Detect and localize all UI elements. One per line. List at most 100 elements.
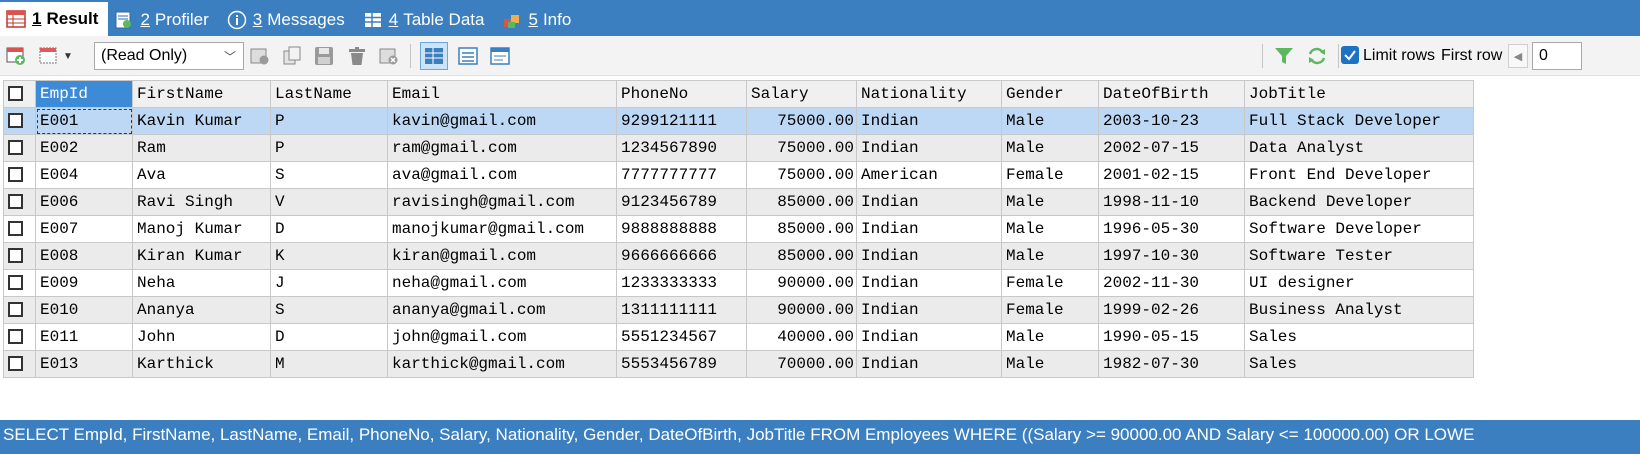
cell-lastname[interactable]: M — [270, 350, 388, 378]
filter-button[interactable] — [1272, 44, 1296, 68]
cell-dateofbirth[interactable]: 1996-05-30 — [1098, 215, 1245, 243]
column-header-dateofbirth[interactable]: DateOfBirth — [1098, 80, 1245, 108]
cell-email[interactable]: ram@gmail.com — [387, 134, 617, 162]
cell-nationality[interactable]: American — [856, 161, 1002, 189]
cell-phoneno[interactable]: 5551234567 — [616, 323, 747, 351]
cell-dateofbirth[interactable]: 2001-02-15 — [1098, 161, 1245, 189]
previous-page-button[interactable]: ◀ — [1508, 44, 1528, 68]
cell-nationality[interactable]: Indian — [856, 242, 1002, 270]
cell-email[interactable]: john@gmail.com — [387, 323, 617, 351]
cell-dateofbirth[interactable]: 1998-11-10 — [1098, 188, 1245, 216]
cell-empid[interactable]: E009 — [35, 269, 133, 297]
cell-empid[interactable]: E008 — [35, 242, 133, 270]
cell-salary[interactable]: 70000.00 — [746, 350, 857, 378]
tab-messages[interactable]: 3 Messages — [221, 3, 357, 36]
cell-lastname[interactable]: P — [270, 107, 388, 135]
cell-lastname[interactable]: P — [270, 134, 388, 162]
cell-email[interactable]: ravisingh@gmail.com — [387, 188, 617, 216]
row-select-checkbox[interactable] — [3, 161, 36, 189]
column-header-phoneno[interactable]: PhoneNo — [616, 80, 747, 108]
cell-salary[interactable]: 75000.00 — [746, 134, 857, 162]
cell-nationality[interactable]: Indian — [856, 188, 1002, 216]
cell-empid[interactable]: E013 — [35, 350, 133, 378]
cell-dateofbirth[interactable]: 1982-07-30 — [1098, 350, 1245, 378]
cell-firstname[interactable]: Karthick — [132, 350, 271, 378]
cell-salary[interactable]: 85000.00 — [746, 242, 857, 270]
cell-empid[interactable]: E007 — [35, 215, 133, 243]
cell-empid[interactable]: E002 — [35, 134, 133, 162]
row-select-checkbox[interactable] — [3, 242, 36, 270]
cell-jobtitle[interactable]: Sales — [1244, 323, 1474, 351]
cell-phoneno[interactable]: 5553456789 — [616, 350, 747, 378]
tab-info[interactable]: 5 Info — [496, 3, 583, 36]
cell-lastname[interactable]: D — [270, 215, 388, 243]
cell-salary[interactable]: 40000.00 — [746, 323, 857, 351]
cell-gender[interactable]: Male — [1001, 107, 1099, 135]
cell-jobtitle[interactable]: Data Analyst — [1244, 134, 1474, 162]
limit-rows-checkbox[interactable] — [1341, 46, 1359, 64]
cell-email[interactable]: ava@gmail.com — [387, 161, 617, 189]
cell-jobtitle[interactable]: UI designer — [1244, 269, 1474, 297]
cell-nationality[interactable]: Indian — [856, 350, 1002, 378]
select-all-checkbox[interactable] — [3, 80, 36, 108]
cell-gender[interactable]: Female — [1001, 296, 1099, 324]
column-header-email[interactable]: Email — [387, 80, 617, 108]
cell-lastname[interactable]: K — [270, 242, 388, 270]
cell-salary[interactable]: 75000.00 — [746, 107, 857, 135]
row-select-checkbox[interactable] — [3, 350, 36, 378]
cell-salary[interactable]: 90000.00 — [746, 269, 857, 297]
cell-gender[interactable]: Male — [1001, 134, 1099, 162]
cell-nationality[interactable]: Indian — [856, 323, 1002, 351]
cell-gender[interactable]: Male — [1001, 215, 1099, 243]
cell-empid[interactable]: E011 — [35, 323, 133, 351]
cell-jobtitle[interactable]: Software Tester — [1244, 242, 1474, 270]
cell-phoneno[interactable]: 9123456789 — [616, 188, 747, 216]
cell-email[interactable]: karthick@gmail.com — [387, 350, 617, 378]
cell-nationality[interactable]: Indian — [856, 134, 1002, 162]
row-select-checkbox[interactable] — [3, 215, 36, 243]
cell-gender[interactable]: Female — [1001, 161, 1099, 189]
cell-salary[interactable]: 75000.00 — [746, 161, 857, 189]
cell-phoneno[interactable]: 9299121111 — [616, 107, 747, 135]
row-select-checkbox[interactable] — [3, 134, 36, 162]
text-view-toggle[interactable] — [488, 44, 512, 68]
cell-firstname[interactable]: John — [132, 323, 271, 351]
column-header-salary[interactable]: Salary — [746, 80, 857, 108]
duplicate-record-button[interactable] — [280, 44, 304, 68]
cell-dateofbirth[interactable]: 1999-02-26 — [1098, 296, 1245, 324]
cell-jobtitle[interactable]: Backend Developer — [1244, 188, 1474, 216]
cell-firstname[interactable]: Ravi Singh — [132, 188, 271, 216]
cell-firstname[interactable]: Kavin Kumar — [132, 107, 271, 135]
row-select-checkbox[interactable] — [3, 269, 36, 297]
cell-salary[interactable]: 85000.00 — [746, 188, 857, 216]
cell-dateofbirth[interactable]: 2002-11-30 — [1098, 269, 1245, 297]
cell-jobtitle[interactable]: Front End Developer — [1244, 161, 1474, 189]
cell-empid[interactable]: E004 — [35, 161, 133, 189]
cell-nationality[interactable]: Indian — [856, 107, 1002, 135]
cell-email[interactable]: ananya@gmail.com — [387, 296, 617, 324]
cell-empid[interactable]: E001 — [35, 107, 133, 135]
tab-table-data[interactable]: 4 Table Data — [357, 3, 497, 36]
cell-lastname[interactable]: D — [270, 323, 388, 351]
cell-nationality[interactable]: Indian — [856, 269, 1002, 297]
cell-empid[interactable]: E006 — [35, 188, 133, 216]
cell-phoneno[interactable]: 9888888888 — [616, 215, 747, 243]
access-mode-select[interactable]: (Read Only) ﹀ — [94, 42, 244, 70]
grid-view-toggle[interactable] — [420, 42, 448, 70]
cell-nationality[interactable]: Indian — [856, 215, 1002, 243]
cell-lastname[interactable]: S — [270, 296, 388, 324]
delete-button[interactable] — [345, 44, 369, 68]
refresh-button[interactable] — [1305, 44, 1329, 68]
cell-email[interactable]: kavin@gmail.com — [387, 107, 617, 135]
cell-firstname[interactable]: Ava — [132, 161, 271, 189]
row-select-checkbox[interactable] — [3, 296, 36, 324]
cell-firstname[interactable]: Ram — [132, 134, 271, 162]
cell-lastname[interactable]: V — [270, 188, 388, 216]
